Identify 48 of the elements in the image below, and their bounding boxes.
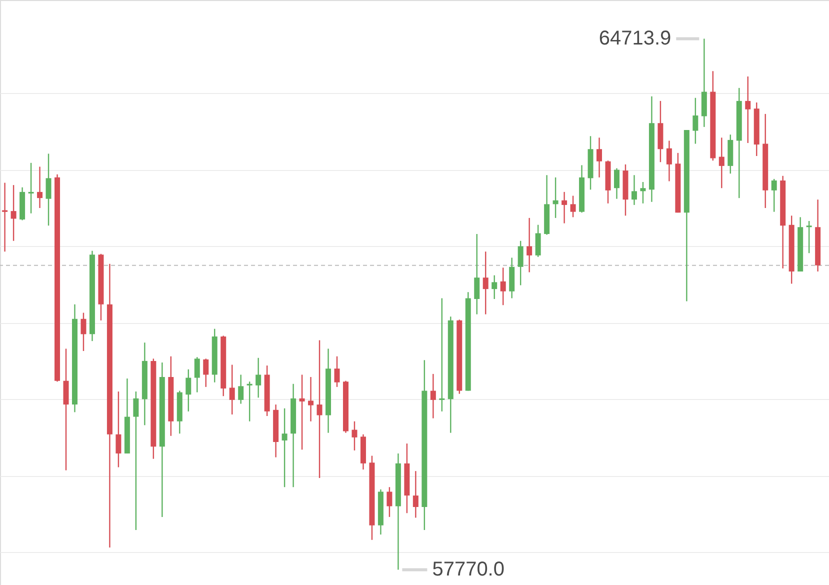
candlestick xyxy=(596,137,602,178)
candlestick xyxy=(133,390,139,531)
candlestick xyxy=(194,356,200,393)
candlestick xyxy=(316,340,322,479)
candlestick xyxy=(116,390,122,468)
candlestick xyxy=(518,240,524,286)
candlestick xyxy=(80,312,86,352)
candlestick xyxy=(492,274,498,300)
candlestick xyxy=(37,166,43,209)
candlestick xyxy=(692,97,698,144)
candlestick xyxy=(562,191,568,224)
annotation: 57770.0 xyxy=(432,558,504,581)
candlestick xyxy=(203,358,209,388)
candlestick xyxy=(308,376,314,422)
candlestick xyxy=(614,168,620,200)
candlestick xyxy=(229,364,235,416)
candlestick xyxy=(745,76,751,144)
candlestick xyxy=(386,486,392,518)
annotation: 64713.9 xyxy=(598,28,672,50)
candlestick xyxy=(771,178,777,212)
candlestick xyxy=(535,224,541,258)
candlestick xyxy=(412,470,418,518)
candlestick xyxy=(640,181,646,204)
candlestick xyxy=(186,368,192,412)
candlestick xyxy=(666,140,672,182)
candlestick xyxy=(10,184,16,242)
candlestick xyxy=(439,298,445,412)
candlestick xyxy=(526,217,532,273)
candlestick xyxy=(718,137,724,189)
candlestick xyxy=(570,195,576,218)
candlestick xyxy=(474,233,480,315)
candlestick xyxy=(256,357,262,398)
candlestick xyxy=(28,162,34,214)
candlestick xyxy=(282,408,288,488)
candlestick xyxy=(46,153,52,226)
candlestick xyxy=(299,374,305,450)
candlestick xyxy=(63,348,69,471)
candlestick xyxy=(500,267,506,306)
candlestick xyxy=(631,174,637,206)
candlestick xyxy=(334,356,340,388)
candlestick xyxy=(246,380,252,422)
candlestick xyxy=(482,250,488,315)
candlestick xyxy=(552,176,558,219)
candlestick xyxy=(806,220,812,254)
candlestick xyxy=(430,373,436,419)
candlestick xyxy=(352,420,358,452)
candlestick xyxy=(238,374,244,404)
candlestick xyxy=(2,182,8,252)
